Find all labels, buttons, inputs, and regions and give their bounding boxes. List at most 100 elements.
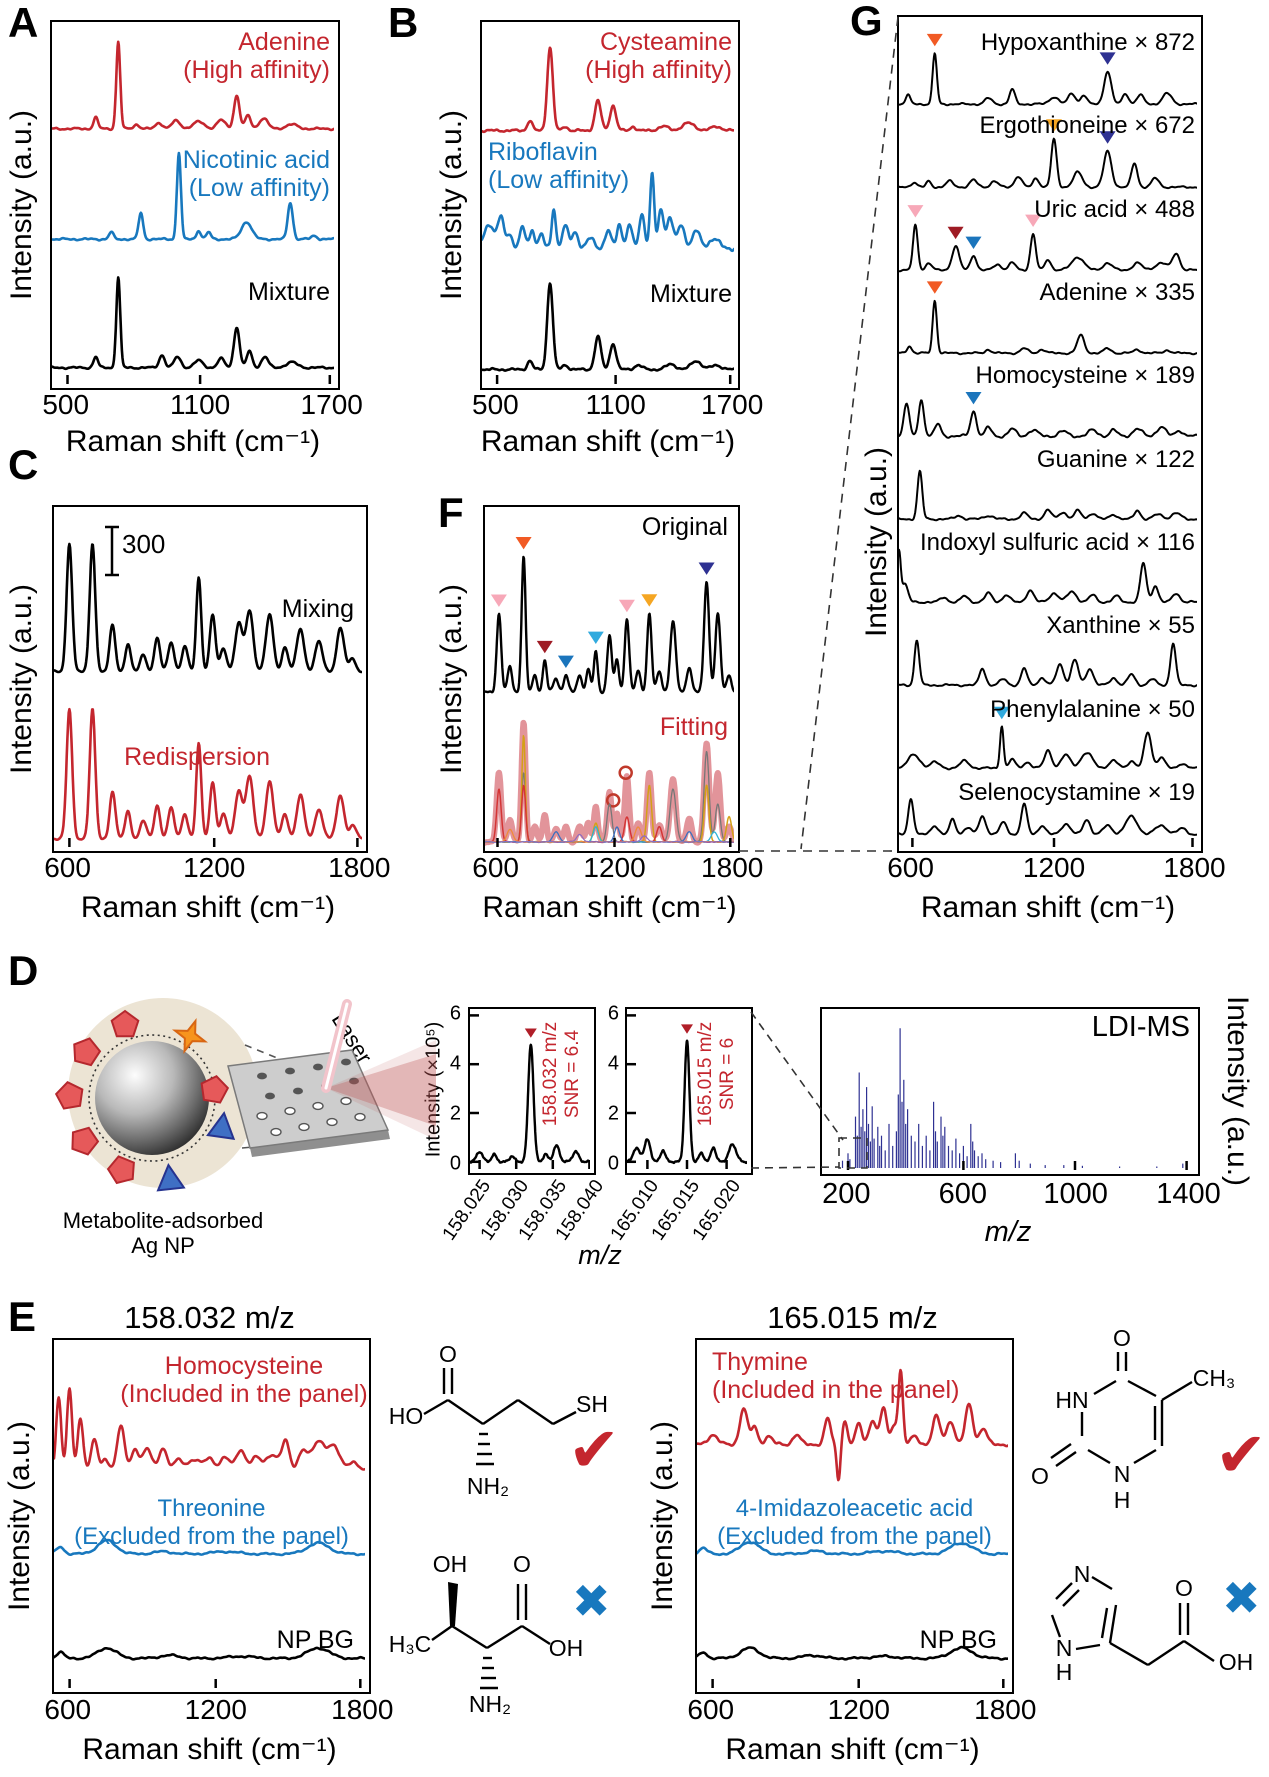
scalebar-icon <box>105 525 119 577</box>
x-tick-label: 200 <box>822 1178 871 1210</box>
peak-marker-triangle <box>926 281 943 294</box>
panel-a-xticks: 500 1100 1700 <box>42 389 362 429</box>
peak-marker-triangle <box>536 640 553 654</box>
np-background-circle <box>68 998 258 1188</box>
spectrum-trace <box>482 46 734 134</box>
spectrum-trace <box>899 399 1197 439</box>
spectrum-trace <box>54 1387 365 1471</box>
g-row-label-indoxyl-sulfuric-acid: Indoxyl sulfuric acid × 116 <box>919 529 1195 556</box>
atom-label: N <box>1114 1461 1131 1487</box>
peak-marker-triangle <box>587 631 604 644</box>
g-row-label-adenine: Adenine × 335 <box>1039 279 1195 306</box>
y-tick-label: 2 <box>449 1102 461 1125</box>
spectrum-trace <box>52 151 334 242</box>
panel-c-xlabel: Raman shift (cm⁻¹) <box>80 891 336 924</box>
spectrum-trace <box>482 282 734 372</box>
x-tick-label: 1700 <box>701 389 764 420</box>
x-tick-label: 1200 <box>184 1694 247 1725</box>
panel-b-letter: B <box>388 0 419 46</box>
e-left-title: 158.032 m/z <box>124 1300 295 1335</box>
panel-b-xlabel: Raman shift (cm⁻¹) <box>480 425 736 458</box>
panel-c-xticks: 600 1200 1800 <box>44 852 390 892</box>
x-tick-label: 1200 <box>183 852 246 883</box>
panel-f-xlabel: Raman shift (cm⁻¹) <box>482 891 737 924</box>
spectrum-trace <box>54 1646 365 1661</box>
spectrum-trace <box>899 639 1197 688</box>
trace-label-original: Original <box>641 513 728 541</box>
x-tick-label: 600 <box>44 852 91 883</box>
ldi-xticks: 200 600 1000 1400 <box>820 1178 1221 1218</box>
ldi-plot: LDI-MS <box>820 1007 1200 1176</box>
e-left-spectra <box>54 1387 365 1688</box>
spectrum-trace <box>470 1043 590 1164</box>
atom-label: H <box>1056 1659 1073 1685</box>
sp1-xticks: 158.025 158.030 158.035 158.040 <box>439 1173 609 1244</box>
e-right-title: 165.015 m/z <box>767 1300 938 1335</box>
trace-label-riboflavin: Riboflavin (Low affinity) <box>488 138 630 194</box>
metabolite-star-icon <box>171 1017 209 1055</box>
peak-marker-triangle <box>524 1028 537 1038</box>
trace-label-mixing: Mixing <box>281 595 354 623</box>
panel-c-ylabel: Intensity (a.u.) <box>5 583 38 775</box>
peak-marker-triangle <box>490 594 507 607</box>
sp-xlabel: m/z <box>578 1240 622 1270</box>
panel-b-xticks: 500 1100 1700 <box>472 389 763 429</box>
sp1-yticks: 6 4 2 0 <box>438 1002 464 1174</box>
spectrum-trace <box>485 555 734 695</box>
x-tick-label: 1100 <box>170 389 231 420</box>
sp1-plot <box>468 1007 596 1175</box>
panel-g-ylabel: Intensity (a.u.) <box>860 446 893 638</box>
e-right-ylabel: Intensity (a.u.) <box>646 1420 679 1612</box>
x-tick-label: 1100 <box>585 389 646 420</box>
spectrum-trace <box>52 40 334 132</box>
atom-label: O <box>1031 1463 1049 1489</box>
peak-marker-triangle <box>698 562 715 575</box>
panel-g-plot: Hypoxanthine × 872 Ergothioneine × 672 U… <box>897 15 1203 853</box>
x-tick-label: 1200 <box>1022 852 1086 883</box>
x-tick-label: 1800 <box>974 1694 1037 1725</box>
peak-marker-triangle <box>907 205 924 218</box>
x-tick-label: 1700 <box>300 389 363 420</box>
spectrum-trace <box>54 1538 365 1557</box>
structure-thymine-atoms: O HN O N H CH₃ <box>1031 1325 1235 1513</box>
atom-label: NH₂ <box>467 1473 509 1499</box>
x-tick-label: 1800 <box>701 852 764 883</box>
ligand-shell-icon <box>88 1034 216 1162</box>
sp1-spectrum <box>470 1014 590 1169</box>
panel-c-spectra <box>54 542 362 847</box>
spectrum-trace <box>899 798 1197 836</box>
peak-marker-triangle <box>1099 131 1116 144</box>
ldi-xlabel: m/z <box>984 1216 1032 1248</box>
y-tick-label: 6 <box>449 1002 461 1025</box>
ldi-target-plate-icon <box>227 1049 390 1157</box>
structure-imidazoleacetic <box>1050 1575 1215 1667</box>
atom-label: O <box>513 1551 531 1577</box>
panel-b-plot: Cysteamine (High affinity) Riboflavin (Low… <box>480 20 740 390</box>
check-icon-2: ✔ <box>1215 1421 1267 1490</box>
trace-label-homocysteine: Homocysteine (Included in the panel) <box>120 1352 368 1408</box>
cross-icon: ✖ <box>572 1575 611 1627</box>
spectrum-trace <box>697 1645 1008 1661</box>
x-tick-label: 500 <box>42 389 90 420</box>
panel-b-ylabel: Intensity (a.u.) <box>435 109 468 301</box>
trace-label-np-bg-left: NP BG <box>276 1626 354 1654</box>
panel-b-spectra <box>482 46 734 384</box>
trace-label-redispersion: Redispersion <box>124 743 270 771</box>
spectrum-trace <box>54 542 362 674</box>
sp2-xticks: 165.010 165.015 165.020 <box>607 1173 749 1244</box>
x-tick-label: 1800 <box>331 1694 394 1725</box>
g-row-label-xanthine: Xanthine × 55 <box>1046 612 1195 639</box>
sp2-spectrum <box>627 1014 747 1169</box>
fit-residual-circle <box>605 793 621 808</box>
y-tick-label: 4 <box>607 1052 619 1075</box>
y-tick-label: 2 <box>607 1102 619 1125</box>
x-tick-label: 600 <box>44 1694 92 1725</box>
e-right-spectra <box>697 1368 1008 1688</box>
trace-label-fitting: Fitting <box>659 713 728 741</box>
peak-marker-triangle <box>515 537 532 550</box>
peak-marker-triangle <box>681 1024 693 1034</box>
x-tick-label: 500 <box>472 389 519 420</box>
spectrum-trace <box>899 548 1197 604</box>
scalebar-value: 300 <box>122 529 166 559</box>
panel-f-xticks: 600 1200 1800 <box>472 852 763 892</box>
